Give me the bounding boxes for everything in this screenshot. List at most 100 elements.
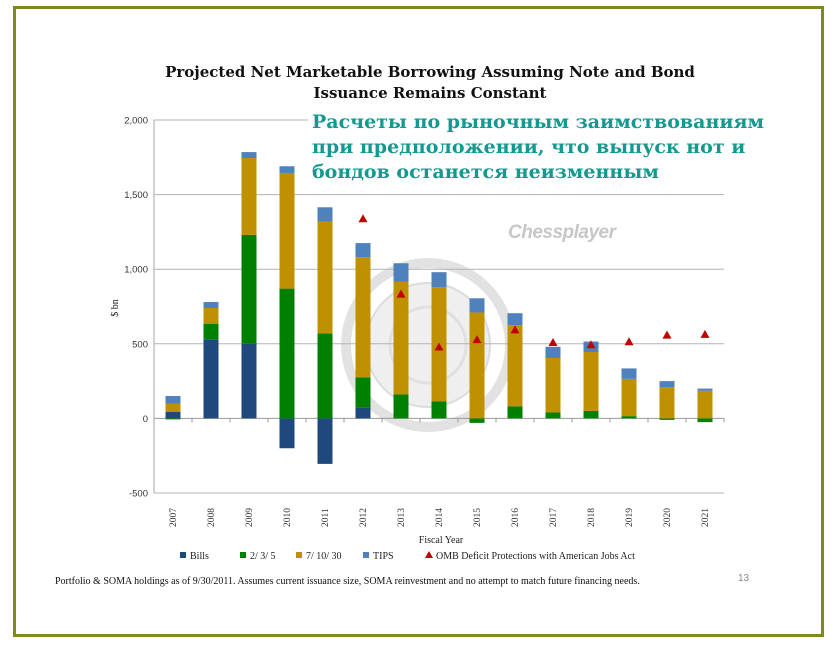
x-tick-label: 2020 [663,508,673,527]
bar-segment [203,307,219,324]
x-tick-label: 2019 [625,508,635,527]
omb-triangle-marker [548,338,558,347]
bar-segment [659,381,675,388]
legend-swatch [240,552,246,558]
omb-triangle-marker [358,214,368,223]
bar-segment [621,416,637,419]
bar-segment [469,312,485,419]
bar-segment [203,339,219,419]
x-tick-label: 2014 [435,508,445,527]
omb-triangle-marker [510,325,520,334]
y-tick-label: 1,000 [124,265,148,276]
bar-segment [469,418,485,423]
omb-triangle-marker [586,340,596,349]
legend-label: OMB Deficit Protections with American Jo… [436,551,635,562]
bar-segment [279,288,295,419]
bar-segment [241,152,257,159]
y-axis-label: $ bn [110,299,121,317]
bar-segment [165,411,181,419]
chart-title: Projected Net Marketable Borrowing Assum… [150,62,710,104]
bar-segment [355,377,371,408]
x-tick-label: 2016 [511,508,521,527]
bar-segment [659,418,675,420]
bar-segment [583,410,599,419]
legend-label: 2/ 3/ 5 [250,551,276,562]
x-tick-label: 2021 [701,508,711,527]
bar-segment [241,234,257,344]
bar-segment [545,357,561,413]
treasury-seal-watermark [341,258,515,432]
bar-segment [355,257,371,378]
bar-segment [317,418,333,464]
bar-segment [621,368,637,379]
legend-swatch [180,552,186,558]
bar-segment [279,166,295,173]
x-tick-label: 2009 [245,508,255,527]
x-tick-label: 2013 [397,508,407,527]
bar-segment [203,302,219,308]
bar-segment [507,325,523,407]
omb-triangle-marker [396,289,406,298]
bar-segment [279,418,295,449]
x-tick-label: 2017 [549,508,559,527]
bar-segment [659,387,675,419]
legend-label: Bills [190,551,209,562]
x-tick-label: 2007 [169,508,179,527]
x-tick-label: 2012 [359,508,369,527]
omb-triangle-marker [472,335,482,344]
bar-segment [241,158,257,235]
bar-segment [317,221,333,334]
bar-segment [469,298,485,313]
x-tick-label: 2010 [283,508,293,527]
bar-segment [393,263,409,282]
x-tick-label: 2018 [587,508,597,527]
bar-segment [165,396,181,404]
chessplayer-watermark: Chessplayer [508,222,616,243]
bar-segment [621,378,637,417]
y-tick-label: 0 [143,414,148,425]
bar-segment [279,172,295,289]
x-axis-label: Fiscal Year [419,535,464,546]
omb-triangle-marker [662,330,672,339]
bar-segment [545,346,561,358]
chart-title-line1: Projected Net Marketable Borrowing Assum… [165,63,695,81]
y-tick-label: 2,000 [124,116,148,127]
y-tick-label: -500 [129,489,148,500]
bar-segment [165,403,181,412]
omb-markers [358,214,710,351]
bar-segment [393,394,409,419]
bar-segment [317,333,333,419]
bars [165,152,713,464]
bar-segment [697,418,713,423]
bar-segment [165,418,181,420]
bar-segment [545,412,561,419]
legend-label: TIPS [373,551,394,562]
page-number: 13 [738,573,750,584]
x-tick-label: 2015 [473,508,483,527]
omb-triangle-marker [700,329,710,338]
y-axis-ticks: -500 0 500 1,000 1,500 2,000 [124,116,148,500]
omb-triangle-marker [624,337,634,346]
legend-label: 7/ 10/ 30 [306,551,342,562]
footnote: Portfolio & SOMA holdings as of 9/30/201… [55,576,640,587]
bar-segment [697,388,713,391]
y-tick-label: 1,500 [124,190,148,201]
bar-segment [355,243,371,258]
legend-swatch [363,552,369,558]
bar-segment [583,352,599,411]
bar-segment [431,272,447,288]
x-tick-label: 2011 [321,508,331,527]
omb-triangle-marker [434,342,444,351]
bar-segment [393,281,409,395]
bar-segment [355,407,371,419]
y-tick-label: 500 [132,339,148,350]
bar-segment [203,323,219,340]
legend-triangle [425,551,433,558]
bar-segment [697,390,713,419]
legend-swatch [296,552,302,558]
bar-segment [317,207,333,222]
x-axis-ticks: 2007 2008 2009 2010 2011 2012 2013 2014 2015 2016… [153,418,725,527]
bar-segment [241,343,257,419]
x-tick-label: 2008 [207,508,217,527]
